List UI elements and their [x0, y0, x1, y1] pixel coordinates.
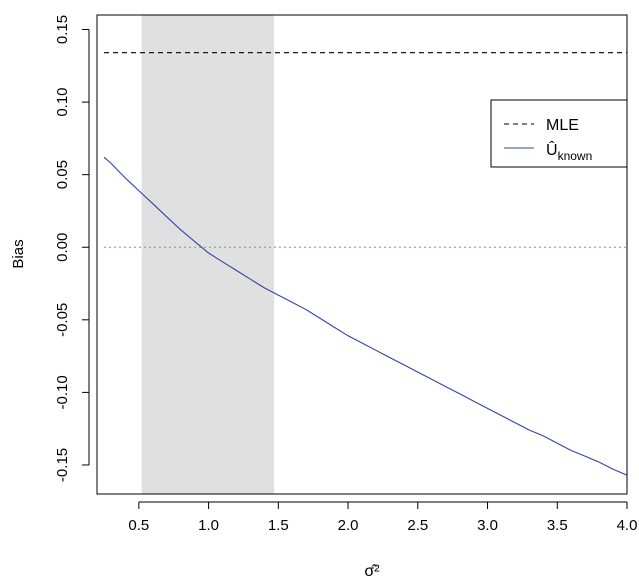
- x-tick-label: 2.0: [338, 517, 359, 534]
- x-tick-label: 1.5: [268, 517, 289, 534]
- x-tick-label: 1.0: [198, 517, 219, 534]
- shaded-region-layer: [141, 15, 275, 494]
- plot-frame: [96, 14, 628, 495]
- x-tick-label: 4.0: [617, 517, 638, 534]
- legend-label-uknown: Ûknown: [546, 140, 592, 163]
- series-layer: [103, 52, 628, 476]
- y-tick-label: 0.00: [54, 233, 71, 262]
- x-tick-label: 3.0: [477, 517, 498, 534]
- y-tick-label: -0.10: [54, 375, 71, 409]
- y-axis: -0.15 -0.10 -0.05 0.00 0.05 0.10 0.15: [54, 15, 90, 482]
- legend-box: [490, 99, 628, 168]
- legend-label-uknown-sub: known: [558, 149, 593, 163]
- y-axis-label: Bias: [10, 239, 27, 268]
- series-line-uknown: [103, 156, 628, 476]
- y-tick-label: 0.05: [54, 160, 71, 189]
- y-tick-label: -0.15: [54, 448, 71, 482]
- legend-label-mle: MLE: [546, 117, 579, 134]
- legend: MLE Ûknown: [490, 99, 628, 168]
- shaded-region: [141, 15, 275, 494]
- x-tick-label: 3.5: [547, 517, 568, 534]
- x-tick-label: 0.5: [128, 517, 149, 534]
- y-tick-label: -0.05: [54, 303, 71, 337]
- y-tick-label: 0.15: [54, 15, 71, 44]
- y-tick-label: 0.10: [54, 87, 71, 116]
- x-axis: 0.5 1.0 1.5 2.0 2.5 3.0 3.5 4.0: [128, 501, 638, 534]
- x-axis-label: σ̂²: [364, 563, 380, 580]
- legend-label-uknown-main: Û: [546, 140, 558, 159]
- x-tick-label: 2.5: [407, 517, 428, 534]
